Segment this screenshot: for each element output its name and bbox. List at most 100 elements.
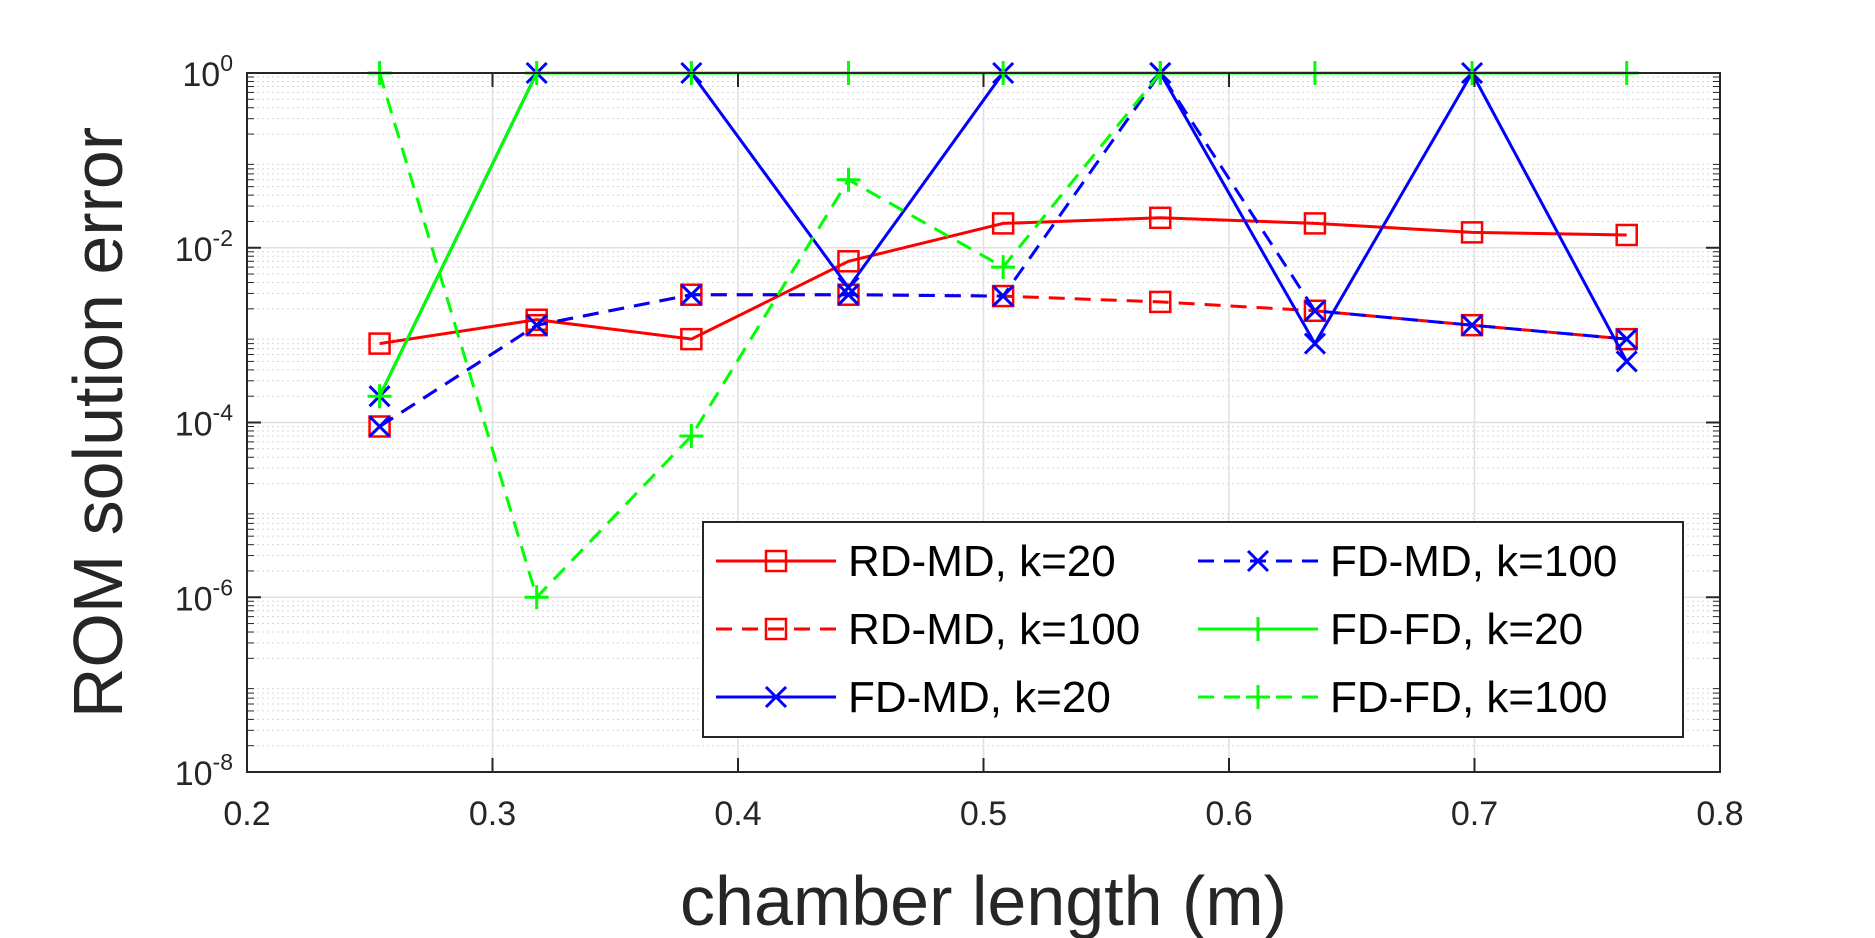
square-marker-shape	[837, 250, 860, 273]
legend-item: FD-MD, k=100	[1198, 537, 1617, 586]
legend-item: RD-MD, k=100	[716, 605, 1140, 654]
y-tick-exponent: -6	[213, 574, 233, 600]
data-point	[1615, 350, 1638, 373]
series-rd-md-k-20	[368, 206, 1638, 355]
data-point	[525, 314, 548, 337]
x-tick-label: 0.8	[1696, 795, 1743, 833]
data-point	[679, 424, 704, 449]
data-point	[680, 283, 703, 306]
square-marker-shape	[525, 313, 548, 337]
y-tick-label: 10-2	[175, 225, 233, 269]
y-tick-base: 10	[175, 406, 213, 444]
x-marker-stroke	[992, 284, 1015, 308]
y-tick-exponent: 0	[220, 50, 233, 76]
legend: RD-MD, k=20 RD-MD, k=100 FD-MD, k=20 FD-MD,…	[702, 521, 1684, 738]
data-point	[368, 415, 391, 438]
square-marker-shape	[1149, 206, 1172, 230]
x-marker-stroke	[525, 314, 548, 337]
y-tick-label: 10-4	[175, 400, 233, 444]
x-marker-stroke	[680, 283, 703, 306]
square-marker-shape	[680, 283, 703, 306]
square-marker-shape	[1615, 223, 1638, 247]
x-marker-stroke	[1246, 549, 1270, 573]
square-marker-shape	[764, 617, 788, 641]
data-point	[837, 283, 860, 306]
data-point	[367, 384, 392, 409]
x-marker-stroke	[1615, 328, 1638, 351]
square-marker-shape	[1149, 290, 1172, 314]
data-point	[991, 212, 1015, 235]
legend-label: FD-FD, k=100	[1330, 673, 1608, 722]
legend-label: RD-MD, k=100	[848, 605, 1140, 654]
y-axis-label: ROM solution error	[59, 127, 137, 718]
data-point	[837, 250, 860, 273]
y-tick-exponent: -2	[213, 225, 233, 251]
data-point	[1149, 206, 1172, 230]
legend-item: RD-MD, k=20	[716, 537, 1116, 586]
data-point	[992, 284, 1015, 308]
data-point	[1460, 221, 1484, 244]
legend-label: FD-MD, k=100	[1330, 537, 1617, 586]
x-marker-stroke	[764, 685, 788, 709]
data-point	[1303, 299, 1326, 322]
data-point	[368, 415, 391, 438]
y-tick-base: 10	[175, 231, 213, 269]
y-tick-exponent: -4	[213, 400, 234, 426]
x-marker-stroke	[1460, 314, 1484, 337]
legend-label: FD-MD, k=20	[848, 673, 1111, 722]
legend-swatch-marker	[1246, 549, 1270, 573]
data-point	[1303, 212, 1327, 235]
legend-item: FD-FD, k=20	[1198, 605, 1583, 654]
y-tick-exponent: -8	[213, 749, 233, 775]
data-point	[991, 284, 1015, 308]
square-marker-shape	[1460, 221, 1484, 244]
y-tick-label: 100	[182, 50, 233, 94]
y-tick-label: 10-8	[175, 749, 233, 793]
legend-swatch-marker	[1246, 685, 1270, 709]
data-point	[1460, 314, 1484, 337]
data-point	[1615, 328, 1638, 351]
square-marker-shape	[368, 332, 391, 355]
legend-item: FD-MD, k=20	[716, 673, 1111, 722]
legend-swatch-marker	[764, 685, 788, 709]
x-marker-stroke	[1303, 332, 1326, 355]
x-marker-stroke	[368, 415, 391, 438]
data-point	[1615, 223, 1638, 247]
x-tick-label: 0.6	[1205, 795, 1252, 833]
x-tick-label: 0.5	[960, 795, 1007, 833]
x-tick-label: 0.4	[714, 795, 761, 833]
data-point	[680, 327, 703, 351]
x-marker-stroke	[1615, 350, 1638, 373]
data-point	[991, 255, 1016, 280]
x-tick-label: 0.2	[223, 795, 270, 833]
square-marker-shape	[368, 415, 391, 438]
legend-box	[702, 521, 1684, 738]
data-point	[680, 283, 703, 306]
data-point	[1303, 332, 1326, 355]
square-marker-shape	[1303, 212, 1327, 235]
x-tick-label: 0.7	[1451, 795, 1498, 833]
x-marker-stroke	[1303, 299, 1326, 322]
x-axis-label: chamber length (m)	[680, 862, 1287, 938]
series-line	[379, 216, 1627, 346]
x-tick-label: 0.3	[469, 795, 516, 833]
legend-item: FD-FD, k=100	[1198, 673, 1608, 722]
square-marker-shape	[991, 212, 1015, 235]
y-tick-label: 10-6	[175, 574, 233, 618]
legend-swatch-marker	[764, 549, 788, 573]
data-point	[524, 585, 549, 610]
data-point	[525, 313, 548, 337]
legend-swatch-marker	[764, 617, 788, 641]
data-point	[836, 167, 861, 192]
series-line	[378, 72, 1162, 601]
square-marker-shape	[680, 327, 703, 351]
legend-label: RD-MD, k=20	[848, 537, 1116, 586]
y-tick-base: 10	[182, 56, 220, 94]
data-point	[1149, 290, 1172, 314]
square-marker-shape	[991, 284, 1015, 308]
square-marker-shape	[837, 283, 860, 306]
y-tick-base: 10	[175, 755, 213, 793]
